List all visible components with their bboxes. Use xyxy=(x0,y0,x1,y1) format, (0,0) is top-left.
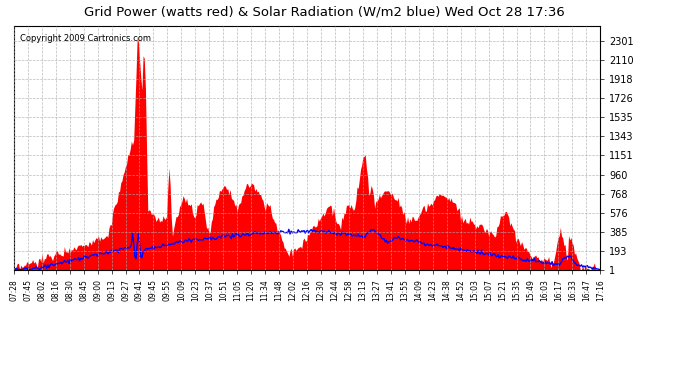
Text: Copyright 2009 Cartronics.com: Copyright 2009 Cartronics.com xyxy=(19,34,150,43)
Text: Grid Power (watts red) & Solar Radiation (W/m2 blue) Wed Oct 28 17:36: Grid Power (watts red) & Solar Radiation… xyxy=(84,6,564,19)
